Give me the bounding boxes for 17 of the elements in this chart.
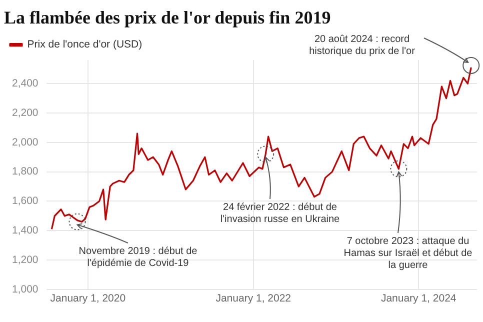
y-tick-label: 2,000 bbox=[12, 136, 38, 148]
x-tick-label: January 1, 2022 bbox=[216, 292, 292, 305]
annotation: 24 février 2022 : début de l'invasion russe en Ukraine bbox=[220, 202, 340, 225]
y-tick-label: 1,000 bbox=[12, 283, 38, 296]
chart-title: La flambée des prix de l'or depuis fin 2019 bbox=[4, 7, 331, 28]
x-tick-label: January 1, 2020 bbox=[50, 292, 126, 305]
y-tick-label: 1,400 bbox=[12, 224, 38, 236]
y-tick-label: 1,200 bbox=[12, 254, 38, 266]
y-tick-label: 2,200 bbox=[12, 106, 38, 119]
y-tick-label: 1,800 bbox=[12, 166, 38, 178]
annotation: Novembre 2019 : début de l'épidémie de Covid-19 bbox=[78, 246, 198, 269]
y-tick-label: 2,400 bbox=[12, 78, 38, 90]
legend-label: Prix de l'once d'or (USD) bbox=[27, 38, 142, 51]
annotation: 20 août 2024 : record historique du prix de l'or bbox=[309, 34, 416, 57]
annotation: 7 octobre 2023 : attaque du Hamas sur Israël et début de la guerre bbox=[344, 236, 473, 271]
y-tick-label: 1,600 bbox=[12, 195, 38, 208]
x-tick-label: January 1, 2024 bbox=[380, 292, 456, 305]
